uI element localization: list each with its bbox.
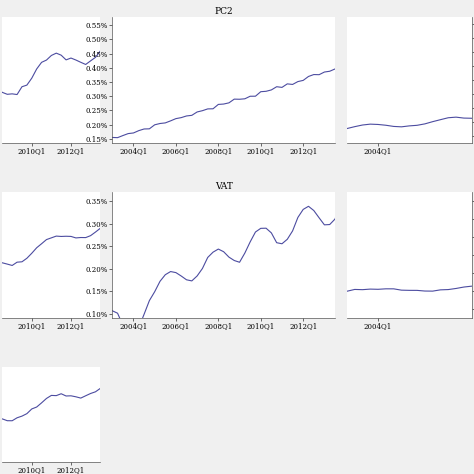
Title: PC2: PC2 — [214, 7, 233, 16]
Title: VAT: VAT — [215, 182, 233, 191]
